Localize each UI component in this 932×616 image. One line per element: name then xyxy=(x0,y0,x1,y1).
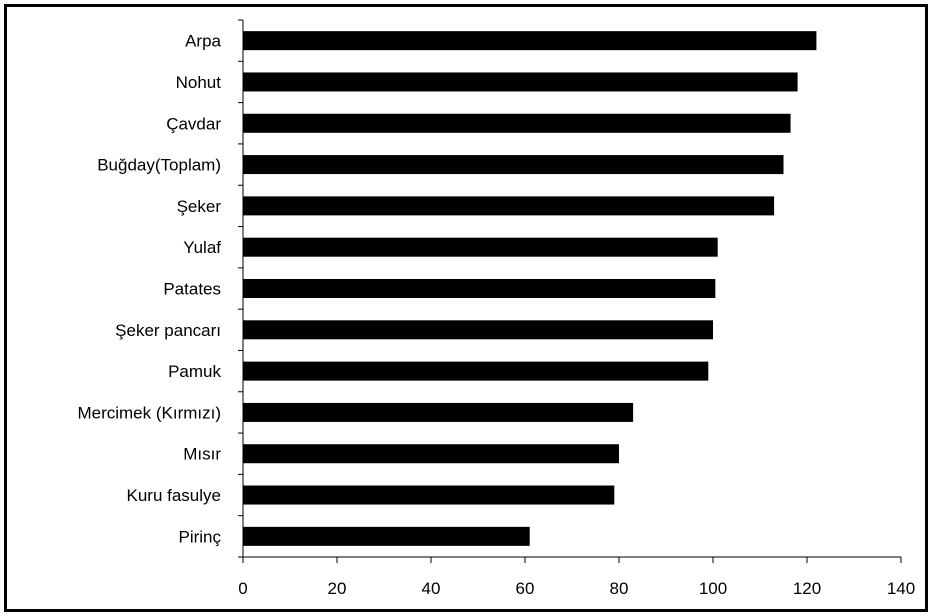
category-label: Kuru fasulye xyxy=(127,486,222,505)
x-tick-label: 120 xyxy=(793,579,821,598)
category-label: Buğday(Toplam) xyxy=(97,156,221,175)
bar xyxy=(243,526,530,546)
bar xyxy=(243,237,718,257)
category-label: Pirinç xyxy=(178,527,221,546)
bar xyxy=(243,444,619,464)
bars-group xyxy=(243,31,817,546)
category-label: Pamuk xyxy=(168,362,221,381)
x-tick-label: 20 xyxy=(328,579,347,598)
bar xyxy=(243,320,713,340)
bar xyxy=(243,113,791,133)
x-tick-label: 0 xyxy=(238,579,247,598)
x-tick-label: 100 xyxy=(699,579,727,598)
bar xyxy=(243,361,709,381)
bar xyxy=(243,196,775,216)
category-label: Çavdar xyxy=(166,114,221,133)
category-label: Yulaf xyxy=(183,238,221,257)
x-tick-label: 140 xyxy=(887,579,915,598)
category-label: Patates xyxy=(163,280,221,299)
x-tick-label: 40 xyxy=(422,579,441,598)
category-label: Nohut xyxy=(176,73,222,92)
bar xyxy=(243,402,634,422)
category-label: Mercimek (Kırmızı) xyxy=(77,403,221,422)
category-label: Mısır xyxy=(183,445,221,464)
x-tick-label: 60 xyxy=(516,579,535,598)
bar xyxy=(243,279,716,298)
category-labels-group: Arpa Nohut Çavdar Buğday(Toplam) Şeker Yulaf P… xyxy=(77,32,221,547)
axes-group xyxy=(238,19,902,563)
x-tick-label: 80 xyxy=(610,579,629,598)
bar xyxy=(243,31,817,51)
chart-frame xyxy=(4,4,928,612)
bar xyxy=(243,485,615,505)
category-label: Şeker pancarı xyxy=(115,321,221,340)
category-label: Şeker xyxy=(177,197,222,216)
x-tick-labels-group: 0 20 40 60 80 100 120 140 xyxy=(238,579,915,598)
category-label: Arpa xyxy=(185,32,221,51)
bar xyxy=(243,155,784,175)
bar xyxy=(243,72,798,92)
